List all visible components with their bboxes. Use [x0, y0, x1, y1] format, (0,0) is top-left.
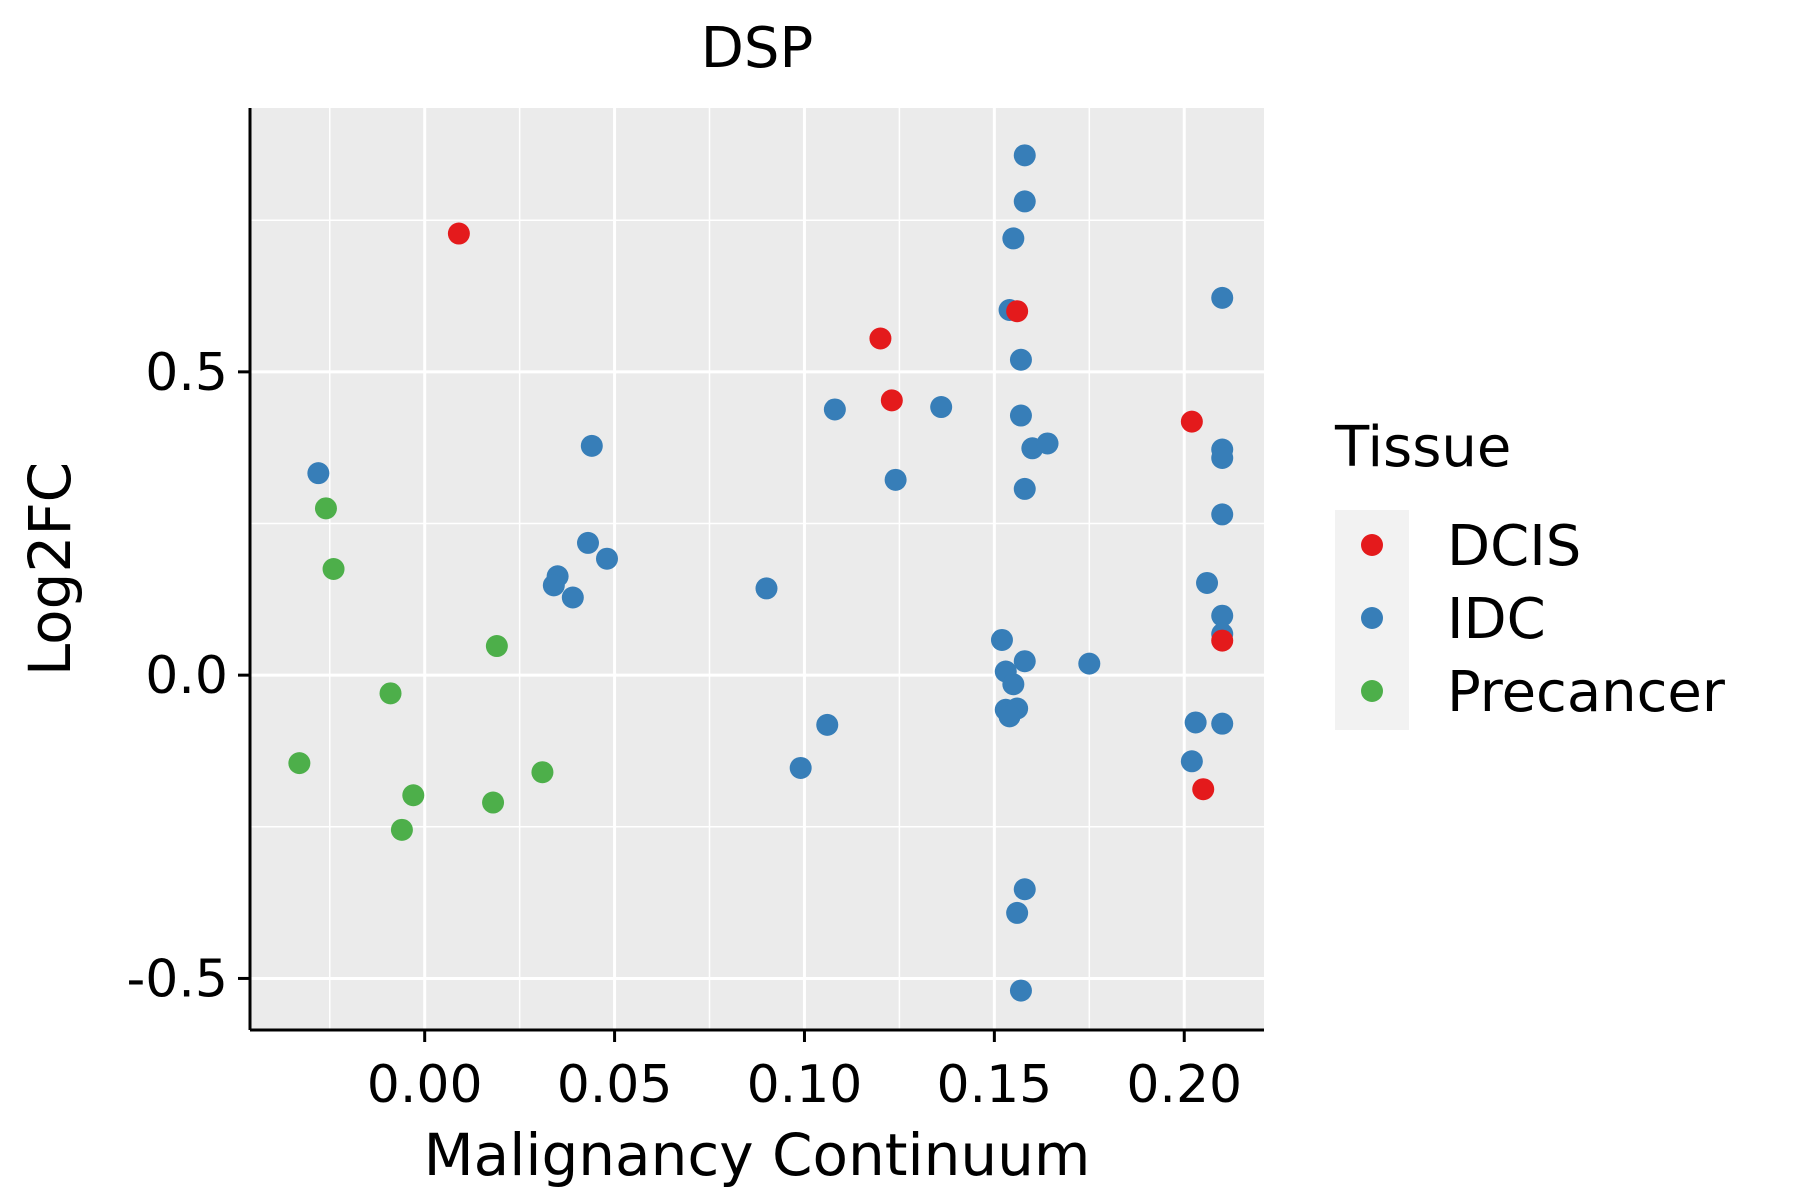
data-point-idc [307, 462, 330, 485]
data-point-idc [1211, 286, 1234, 309]
legend-title: Tissue [1334, 415, 1511, 480]
legend-key-dcis [1361, 534, 1383, 556]
data-point-precancer [322, 558, 345, 580]
data-point-precancer [390, 818, 413, 841]
x-tick-label: 0.20 [1126, 1055, 1242, 1115]
y-ticks: -0.5 0.0 0.5 [127, 343, 250, 1009]
data-point-idc [1211, 446, 1234, 469]
data-point-precancer [402, 784, 425, 807]
x-axis-label: Malignancy Continuum [424, 1121, 1091, 1189]
legend-label-precancer: Precancer [1447, 660, 1726, 725]
data-point-idc [816, 713, 839, 736]
data-point-precancer [314, 497, 337, 520]
grid-major [250, 108, 1264, 1030]
data-points [288, 144, 1234, 1002]
data-point-dcis [1006, 300, 1029, 323]
data-point-dcis [880, 389, 903, 412]
data-point-idc [1211, 604, 1234, 627]
data-point-idc [998, 705, 1021, 728]
y-tick-label: -0.5 [127, 949, 228, 1009]
data-point-idc [1013, 650, 1036, 673]
legend-key-idc [1361, 607, 1383, 629]
data-point-idc [1009, 348, 1032, 371]
y-tick-label: 0.5 [145, 343, 228, 403]
data-point-idc [1211, 712, 1234, 735]
data-point-idc [1002, 673, 1025, 696]
data-point-idc [1013, 477, 1036, 500]
data-point-idc [1013, 190, 1036, 213]
data-point-idc [789, 756, 812, 779]
data-point-idc [595, 547, 618, 570]
y-tick-label: 0.0 [145, 646, 228, 706]
data-point-idc [1196, 571, 1219, 594]
data-point-dcis [1180, 410, 1203, 433]
grid-minor [250, 108, 1264, 1030]
data-point-idc [1009, 404, 1032, 427]
data-point-idc [561, 586, 584, 609]
data-point-idc [577, 531, 599, 554]
data-point-idc [884, 468, 907, 491]
data-point-precancer [531, 761, 554, 784]
data-point-idc [1184, 711, 1207, 734]
x-ticks: 0.00 0.05 0.10 0.15 0.20 [367, 1030, 1242, 1115]
legend: Tissue DCIS IDC Precancer [1334, 415, 1726, 730]
data-point-idc [1002, 227, 1025, 250]
x-tick-label: 0.05 [557, 1055, 673, 1115]
x-tick-label: 0.15 [936, 1055, 1052, 1115]
data-point-idc [930, 396, 953, 419]
data-point-idc [1036, 432, 1059, 455]
data-point-dcis [869, 327, 892, 350]
data-point-idc [1078, 652, 1101, 675]
data-point-idc [1013, 878, 1036, 901]
data-point-idc [542, 574, 565, 597]
data-point-idc [1006, 901, 1029, 924]
data-point-idc [1180, 750, 1203, 773]
data-point-idc [823, 398, 846, 421]
x-tick-label: 0.00 [367, 1055, 483, 1115]
data-point-dcis [447, 222, 470, 245]
chart-title: DSP [701, 16, 813, 81]
legend-key-precancer [1361, 680, 1383, 702]
data-point-precancer [379, 682, 402, 705]
data-point-idc [755, 577, 778, 600]
data-point-idc [580, 434, 603, 457]
data-point-idc [990, 628, 1013, 651]
data-point-precancer [288, 752, 311, 775]
data-point-idc [1009, 979, 1032, 1002]
data-point-idc [1211, 503, 1234, 526]
data-point-idc [1013, 144, 1036, 167]
legend-label-dcis: DCIS [1447, 514, 1581, 579]
data-point-precancer [485, 635, 508, 658]
y-axis-label: Log2FC [16, 462, 84, 676]
legend-label-idc: IDC [1447, 587, 1546, 652]
plot-panel [250, 108, 1264, 1030]
data-point-precancer [482, 791, 505, 814]
x-tick-label: 0.10 [747, 1055, 863, 1115]
data-point-dcis [1192, 778, 1215, 801]
data-point-dcis [1211, 629, 1234, 652]
